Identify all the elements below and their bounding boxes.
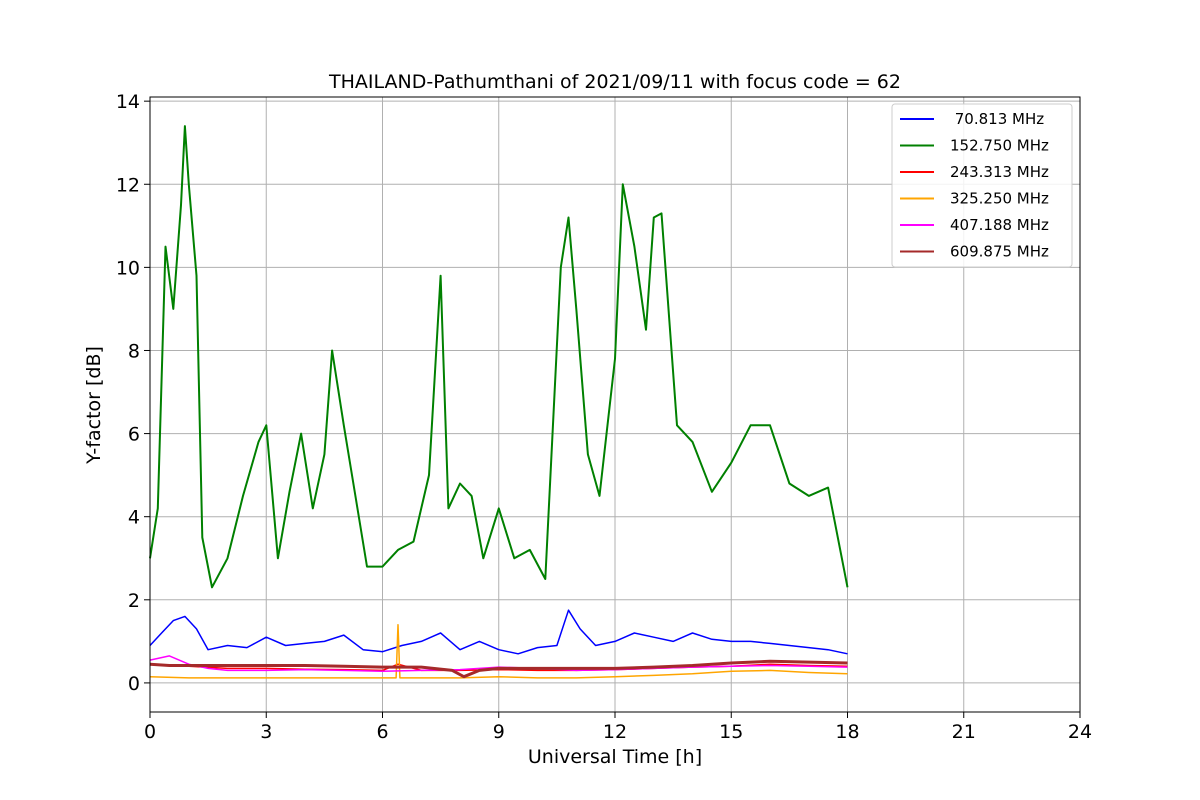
y-tick-label: 2: [128, 590, 140, 612]
x-tick-label: 18: [835, 721, 859, 743]
y-tick-label: 4: [128, 507, 140, 529]
plot-area: [149, 125, 849, 679]
legend-label: 243.313 MHz: [950, 163, 1049, 181]
x-tick-label: 21: [952, 721, 976, 743]
legend: 70.813 MHz 152.750 MHz 243.313 MHz 325.250 …: [891, 103, 1073, 268]
legend-label: 70.813 MHz: [950, 110, 1044, 128]
y-tick-label: 6: [128, 424, 140, 446]
series-line-3: [149, 623, 848, 679]
y-tick-label: 14: [116, 91, 140, 113]
legend-label: 325.250 MHz: [950, 190, 1049, 208]
legend-box: [891, 103, 1073, 268]
series-line-1: [149, 125, 849, 589]
x-tick-label: 24: [1068, 721, 1092, 743]
y-axis: 0 2 4 6 8 10 12 14: [116, 91, 150, 695]
x-tick-label: 0: [144, 721, 156, 743]
y-axis-label: Y-factor [dB]: [83, 346, 105, 465]
series-line-4: [149, 655, 848, 673]
y-tick-label: 0: [128, 673, 140, 695]
series-line-5: [149, 659, 848, 679]
chart-title: THAILAND-Pathumthani of 2021/09/11 with …: [328, 71, 901, 93]
x-tick-label: 15: [719, 721, 743, 743]
legend-label: 407.188 MHz: [950, 216, 1049, 234]
x-tick-label: 9: [493, 721, 505, 743]
x-tick-label: 3: [260, 721, 272, 743]
legend-label: 609.875 MHz: [950, 243, 1049, 261]
x-tick-label: 6: [376, 721, 388, 743]
x-axis-label: Universal Time [h]: [528, 746, 702, 768]
y-tick-label: 12: [116, 174, 140, 196]
y-tick-label: 8: [128, 340, 140, 362]
x-axis: 0 3 6 9 12 15 18 21 24: [144, 712, 1092, 743]
y-tick-label: 10: [116, 257, 140, 279]
legend-label: 152.750 MHz: [950, 137, 1049, 155]
series-line-0: [149, 609, 848, 655]
x-tick-label: 12: [603, 721, 627, 743]
